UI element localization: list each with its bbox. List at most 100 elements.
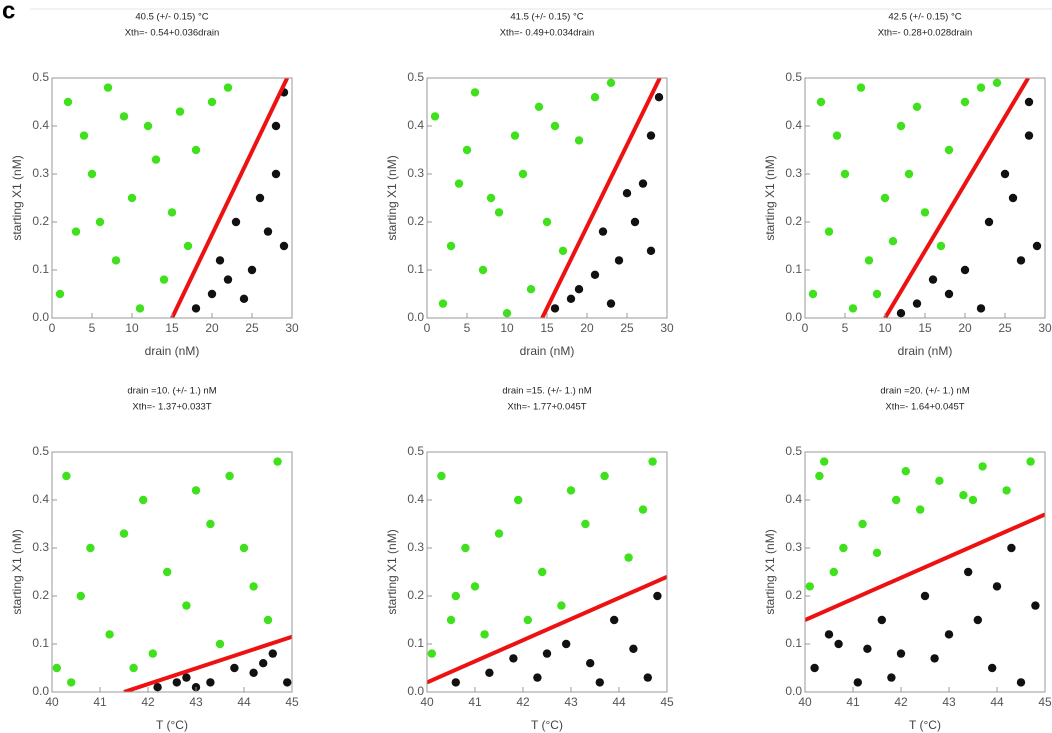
y-tick-label: 0.5 bbox=[407, 444, 424, 458]
point bbox=[427, 649, 436, 658]
point bbox=[62, 471, 71, 481]
x-tick-label: 15 bbox=[540, 321, 554, 335]
point bbox=[514, 495, 523, 505]
fit-line bbox=[883, 78, 1030, 318]
y-tick-label: 0.4 bbox=[32, 492, 49, 506]
point bbox=[143, 121, 153, 131]
y-tick-label: 0.5 bbox=[32, 70, 49, 84]
point bbox=[654, 93, 664, 102]
y-tick-label: 0.2 bbox=[785, 214, 802, 228]
point bbox=[839, 543, 848, 553]
point bbox=[824, 630, 834, 639]
point bbox=[215, 256, 225, 265]
x-tick-label: 20 bbox=[958, 321, 972, 335]
x-tick-label: 15 bbox=[165, 321, 179, 335]
point bbox=[976, 83, 986, 92]
point bbox=[586, 659, 595, 668]
point bbox=[52, 663, 61, 673]
y-tick-label: 0.2 bbox=[32, 588, 49, 602]
point bbox=[944, 289, 954, 299]
x-tick-label: 10 bbox=[878, 321, 892, 335]
point bbox=[461, 543, 470, 553]
point bbox=[912, 102, 922, 112]
point bbox=[71, 227, 81, 236]
fit-line bbox=[123, 634, 292, 692]
point bbox=[896, 309, 906, 318]
point bbox=[249, 668, 258, 677]
point bbox=[928, 275, 938, 284]
y-axis-label: starting X1 (nM) bbox=[385, 529, 399, 614]
point bbox=[268, 649, 277, 658]
y-tick-label: 0.5 bbox=[785, 444, 802, 458]
point bbox=[1031, 601, 1040, 610]
point bbox=[848, 304, 858, 313]
point bbox=[820, 457, 829, 466]
point bbox=[95, 217, 105, 227]
point bbox=[643, 673, 652, 682]
point bbox=[653, 591, 662, 601]
y-tick-label: 0.1 bbox=[407, 636, 424, 650]
point bbox=[523, 615, 532, 625]
x-tick-label: 30 bbox=[285, 321, 299, 335]
point bbox=[1026, 457, 1035, 466]
point bbox=[76, 591, 86, 601]
point bbox=[119, 529, 129, 538]
point bbox=[105, 630, 114, 639]
point bbox=[454, 179, 464, 188]
x-tick-label: 10 bbox=[125, 321, 139, 335]
point bbox=[1007, 543, 1016, 553]
point bbox=[904, 169, 914, 179]
point bbox=[1016, 256, 1026, 265]
fit-line bbox=[805, 512, 1045, 622]
point bbox=[470, 88, 480, 97]
point bbox=[175, 107, 185, 116]
point bbox=[1002, 486, 1011, 495]
point bbox=[896, 649, 906, 658]
point bbox=[856, 83, 866, 92]
point bbox=[824, 227, 834, 236]
point bbox=[1024, 97, 1034, 107]
point bbox=[239, 543, 249, 553]
point bbox=[542, 649, 552, 658]
x-tick-label: 20 bbox=[580, 321, 594, 335]
point bbox=[960, 97, 970, 107]
point bbox=[834, 639, 843, 649]
point bbox=[566, 294, 576, 303]
point bbox=[805, 582, 814, 591]
y-tick-label: 0.4 bbox=[32, 118, 49, 132]
point bbox=[486, 193, 496, 203]
y-tick-label: 0.3 bbox=[407, 540, 424, 554]
point bbox=[538, 567, 547, 577]
point bbox=[111, 256, 121, 265]
point bbox=[183, 241, 193, 251]
chart-title: 42.5 (+/- 0.15) °C bbox=[888, 12, 961, 23]
point bbox=[930, 654, 939, 663]
point bbox=[973, 615, 982, 625]
point bbox=[638, 179, 648, 188]
chart-subtitle: Xth=- 0.54+0.036drain bbox=[125, 28, 220, 39]
chart-subtitle: Xth=- 1.77+0.045T bbox=[507, 402, 586, 413]
point bbox=[480, 630, 489, 639]
chart-subtitle: Xth=- 1.37+0.033T bbox=[132, 402, 211, 413]
point bbox=[815, 471, 824, 481]
point bbox=[562, 639, 571, 649]
x-axis-label: drain (nM) bbox=[145, 344, 200, 358]
x-tick-label: 45 bbox=[660, 695, 674, 709]
point bbox=[247, 265, 257, 275]
point bbox=[646, 246, 656, 255]
point bbox=[912, 299, 922, 308]
y-tick-label: 0.0 bbox=[785, 310, 802, 324]
point bbox=[976, 304, 986, 313]
x-tick-label: 44 bbox=[612, 695, 626, 709]
point bbox=[606, 299, 616, 308]
point bbox=[959, 491, 968, 500]
point bbox=[462, 145, 472, 155]
point bbox=[863, 644, 872, 653]
plot-area bbox=[430, 78, 664, 318]
point bbox=[832, 131, 842, 140]
y-axis-label: starting X1 (nM) bbox=[763, 155, 777, 240]
x-tick-label: 45 bbox=[285, 695, 299, 709]
point bbox=[916, 505, 925, 514]
y-tick-label: 0.2 bbox=[32, 214, 49, 228]
point bbox=[451, 591, 460, 601]
